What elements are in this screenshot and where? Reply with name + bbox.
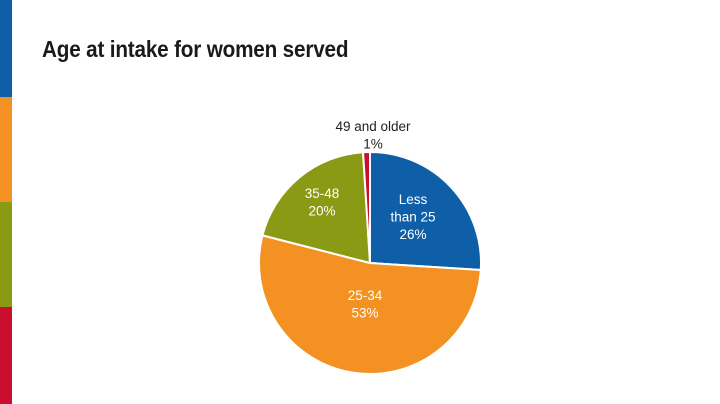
slice-label: 49 and older 1% [335, 119, 411, 152]
accent-stripe-red [0, 307, 12, 404]
slide-title: Age at intake for women served [42, 36, 349, 62]
slice-category: 49 and older [335, 119, 411, 134]
slice-label: 25-34 53% [348, 288, 383, 321]
slice-percent: 53% [351, 306, 378, 321]
slice-category: than 25 [390, 210, 435, 225]
slice-category: 25-34 [348, 288, 383, 303]
slice-percent: 26% [399, 227, 426, 242]
pie-slice [258, 234, 482, 375]
slice-label: 35-48 20% [305, 186, 340, 219]
accent-stripe-orange [0, 97, 12, 202]
slice-label: Less than 25 26% [390, 192, 435, 242]
slice-percent: 1% [363, 137, 383, 152]
slice-category: 35-48 [305, 186, 340, 201]
pie-slice [361, 150, 371, 264]
slice-percent: 20% [308, 204, 335, 219]
pie-slice [369, 150, 482, 272]
accent-stripe-blue [0, 0, 12, 97]
pie-slice [261, 151, 372, 265]
slice-category: Less [399, 192, 428, 207]
accent-stripe-olive [0, 202, 12, 307]
